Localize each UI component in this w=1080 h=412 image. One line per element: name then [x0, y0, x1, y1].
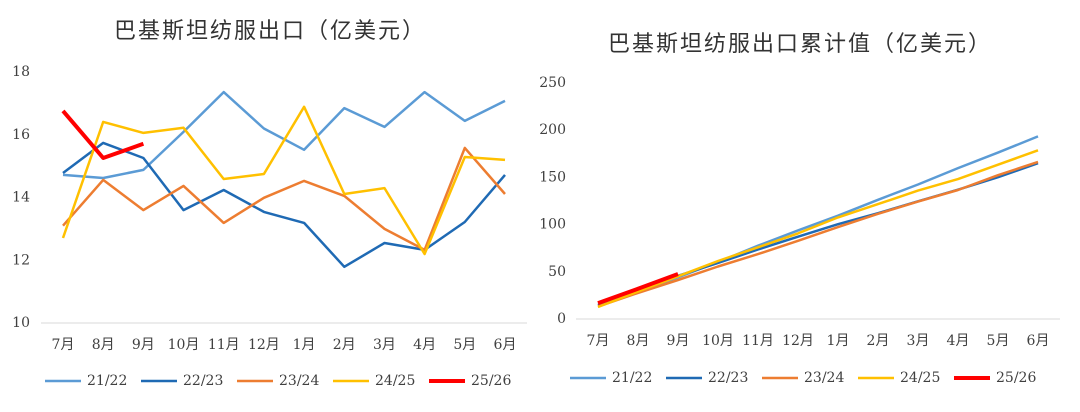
x-tick-label: 1月	[293, 337, 316, 353]
legend-label: 23/24	[279, 373, 319, 389]
y-tick-label: 14	[12, 190, 30, 206]
x-tick-label: 4月	[413, 337, 436, 353]
y-tick-label: 0	[557, 311, 566, 327]
x-tick-label: 12月	[782, 333, 814, 349]
legend-label: 22/23	[183, 373, 223, 389]
y-tick-label: 150	[539, 169, 566, 185]
x-tick-label: 6月	[494, 337, 517, 353]
x-tick-label: 12月	[248, 337, 280, 353]
x-tick-label: 5月	[453, 337, 476, 353]
legend-label: 24/25	[900, 370, 940, 386]
x-tick-label: 10月	[702, 333, 734, 349]
x-tick-label: 7月	[587, 333, 610, 349]
legend-label: 21/22	[612, 370, 652, 386]
series-line	[61, 105, 506, 256]
legend-label: 22/23	[708, 370, 748, 386]
legend-label: 21/22	[87, 373, 127, 389]
x-tick-label: 2月	[867, 333, 890, 349]
y-tick-label: 12	[12, 252, 30, 268]
x-tick-label: 10月	[168, 337, 200, 353]
y-tick-label: 200	[539, 122, 566, 138]
legend-label: 23/24	[804, 370, 844, 386]
chart-title: 巴基斯坦纺服出口累计值（亿美元）	[608, 32, 992, 57]
legend-label: 25/26	[471, 373, 511, 389]
x-tick-label: 6月	[1027, 333, 1050, 349]
y-tick-label: 50	[548, 264, 566, 280]
y-tick-label: 16	[12, 127, 30, 143]
x-tick-label: 8月	[627, 333, 650, 349]
x-tick-label: 11月	[742, 333, 774, 349]
x-tick-label: 1月	[827, 333, 850, 349]
series-line	[61, 109, 145, 160]
x-tick-label: 5月	[987, 333, 1010, 349]
series-line	[62, 146, 506, 252]
x-tick-label: 8月	[92, 337, 115, 353]
series-line	[597, 149, 1039, 309]
x-tick-label: 4月	[947, 333, 970, 349]
x-tick-label: 2月	[333, 337, 356, 353]
x-tick-label: 3月	[373, 337, 396, 353]
series-line	[597, 160, 1039, 308]
x-tick-label: 7月	[52, 337, 75, 353]
x-tick-label: 3月	[907, 333, 930, 349]
series-line	[597, 272, 679, 305]
y-tick-label: 250	[539, 75, 566, 91]
y-tick-label: 10	[12, 315, 30, 331]
x-tick-label: 11月	[208, 337, 240, 353]
x-tick-label: 9月	[132, 337, 155, 353]
legend-label: 24/25	[375, 373, 415, 389]
x-tick-label: 9月	[667, 333, 690, 349]
series-line	[62, 90, 506, 180]
y-tick-label: 100	[539, 217, 566, 233]
y-tick-label: 18	[12, 64, 30, 80]
legend-label: 25/26	[996, 370, 1036, 386]
series-line	[62, 141, 506, 269]
chart-title: 巴基斯坦纺服出口（亿美元）	[114, 19, 426, 44]
